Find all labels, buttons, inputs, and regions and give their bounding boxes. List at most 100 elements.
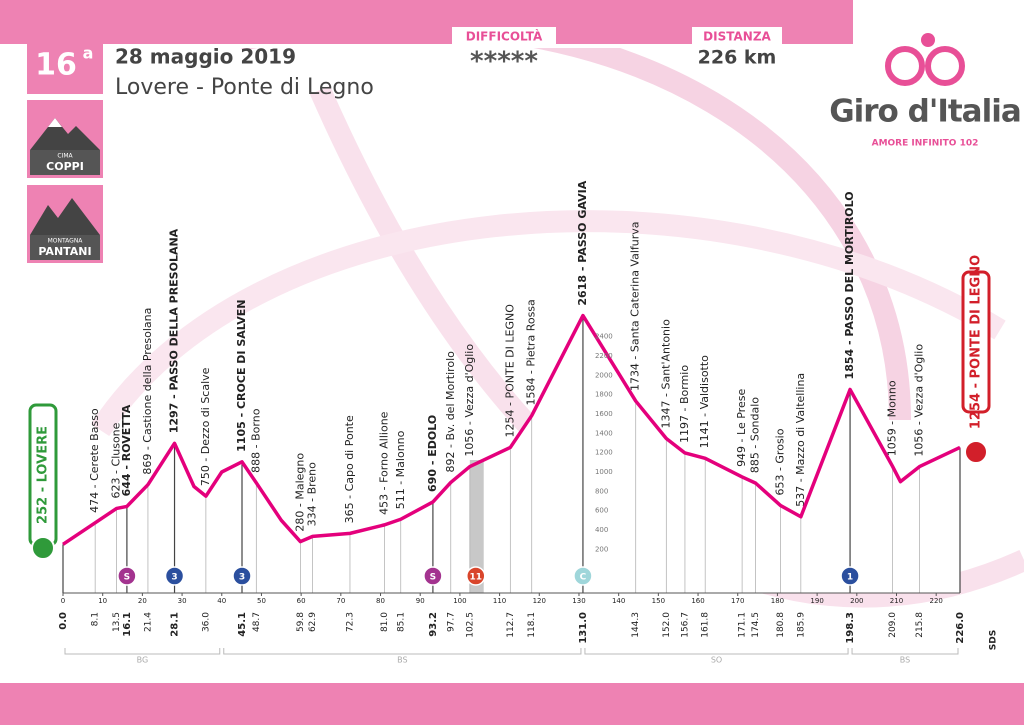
waypoint-km: 45.1	[237, 612, 248, 637]
waypoint-label: 1854 - PASSO DEL MORTIROLO	[843, 191, 856, 379]
x-tick-label: 60	[297, 597, 306, 605]
waypoint-label: 2618 - PASSO GAVIA	[576, 180, 589, 305]
x-tick-label: 200	[850, 597, 863, 605]
endpoint-label: 252 - LOVERE	[36, 426, 51, 524]
waypoint-km: 209.0	[888, 612, 898, 638]
region-label: BS	[397, 656, 407, 665]
brand: Giro d'Italia	[829, 94, 1021, 130]
waypoint-km: 72.3	[345, 612, 355, 632]
y-tick-label: 1000	[595, 468, 613, 476]
marker	[164, 566, 185, 586]
waypoint-label: 1059 - Monno	[886, 380, 899, 456]
wheel	[885, 46, 925, 86]
waypoint-km: 85.1	[396, 612, 406, 632]
marker-label: C	[580, 573, 587, 583]
badge-small: CIMA	[57, 153, 73, 160]
profile-area	[63, 315, 960, 593]
waypoint-km: 102.5	[465, 612, 475, 638]
waypoint-label: 280 - Malegno	[293, 453, 306, 532]
stage-number: 16	[35, 48, 77, 83]
waypoint-label: 869 - Castione della Presolana	[141, 308, 154, 475]
marker-label: S	[124, 573, 130, 583]
waypoint-km: 93.2	[428, 612, 439, 637]
waypoint-km: 185.9	[796, 612, 806, 638]
badge: CIMA COPPI	[27, 100, 103, 178]
x-tick-label: 210	[890, 597, 903, 605]
marker-label: 1	[847, 573, 853, 583]
waypoint-km: 21.4	[143, 612, 153, 632]
waypoint-label: 1734 - Santa Caterina Valfurva	[629, 221, 642, 391]
waypoint-km: 198.3	[845, 612, 856, 644]
mountain	[30, 118, 100, 150]
waypoint-km: 97.7	[446, 612, 456, 632]
waypoint-km: 215.8	[915, 612, 925, 638]
y-tick-label: 2200	[595, 352, 613, 360]
x-tick-label: 80	[376, 597, 385, 605]
waypoint-label: 537 - Mazzo di Valtellina	[794, 373, 807, 507]
x-tick-label: 100	[453, 597, 466, 605]
profile-line	[62, 313, 961, 546]
waypoint-label: 653 - Grosio	[774, 428, 787, 495]
waypoint-label: 365 - Capo di Ponte	[343, 415, 356, 523]
x-tick-label: 0	[61, 597, 65, 605]
marker-label: 11	[470, 573, 483, 583]
marker	[117, 566, 137, 586]
x-tick-label: 170	[731, 597, 744, 605]
waypoint-km: 118.1	[527, 612, 537, 638]
region-bracket	[223, 648, 582, 655]
waypoint-km: 156.7	[680, 612, 690, 638]
region-label: BG	[137, 656, 149, 665]
marker-label: 3	[171, 573, 177, 583]
bottom-band	[0, 683, 1024, 725]
endpoint-label: 1254 - PONTE DI LEGNO	[969, 255, 984, 429]
waypoint-label: 1056 - Vezza d'Oglio	[913, 344, 926, 457]
route: Lovere - Ponte di Legno	[115, 75, 374, 100]
waypoint-km: 131.0	[578, 612, 589, 644]
x-tick-label: 10	[98, 597, 107, 605]
waypoint-label: 1254 - PONTE DI LEGNO	[503, 304, 516, 438]
x-tick-label: 120	[533, 597, 546, 605]
x-tick-label: 40	[217, 597, 226, 605]
waypoint-label: 1584 - Pietra Rossa	[525, 299, 538, 405]
x-tick-label: 160	[691, 597, 704, 605]
waypoint-km: 8.1	[91, 612, 101, 626]
tagline: AMORE INFINITO 102	[872, 139, 979, 149]
difficulty: *****	[470, 47, 538, 77]
distance: 226 km	[698, 47, 777, 69]
waypoint-km: 0.0	[58, 612, 69, 630]
badge-big: COPPI	[46, 160, 84, 173]
waypoint-km: 226.0	[955, 612, 966, 644]
waypoint-km: 28.1	[170, 612, 181, 637]
waypoint-label: 623 - Clusone	[110, 422, 123, 498]
feed-zone	[469, 460, 484, 593]
waypoint-km: 62.9	[308, 612, 318, 632]
marker	[840, 566, 860, 586]
badge-small: MONTAGNA	[48, 238, 84, 245]
region-label: BS	[900, 656, 910, 665]
waypoint-label: 750 - Dezzo di Scalve	[199, 367, 212, 486]
x-tick-label: 180	[771, 597, 784, 605]
region-bracket	[64, 648, 221, 655]
marker	[573, 566, 593, 586]
x-tick-label: 30	[178, 597, 187, 605]
wheel	[925, 46, 965, 86]
y-tick-label: 400	[595, 526, 608, 534]
y-tick-label: 1200	[595, 449, 613, 457]
label-box	[452, 27, 556, 45]
waypoint-label: 949 - Le Prese	[735, 389, 748, 467]
waypoint-label: 1141 - Valdisotto	[698, 355, 711, 449]
waypoint-km: 174.5	[751, 612, 761, 638]
badge-big: PANTANI	[38, 245, 91, 258]
x-tick-label: 220	[929, 597, 942, 605]
y-tick-label: 2400	[595, 333, 613, 341]
waypoint-km: 180.8	[776, 612, 786, 638]
waypoint-label: 885 - Sondalo	[749, 397, 762, 473]
profile-chart: 252 - LOVERE 0.0 474 - Cerete Basso 8.1 623 …	[28, 180, 991, 665]
waypoint-label: 888 - Borno	[249, 408, 262, 473]
waypoint-km: 144.3	[631, 612, 641, 638]
stage-suffix: a	[83, 44, 94, 63]
badge: MONTAGNA PANTANI	[27, 185, 103, 263]
x-tick-label: 20	[138, 597, 147, 605]
waypoint-km: 16.1	[122, 612, 133, 637]
